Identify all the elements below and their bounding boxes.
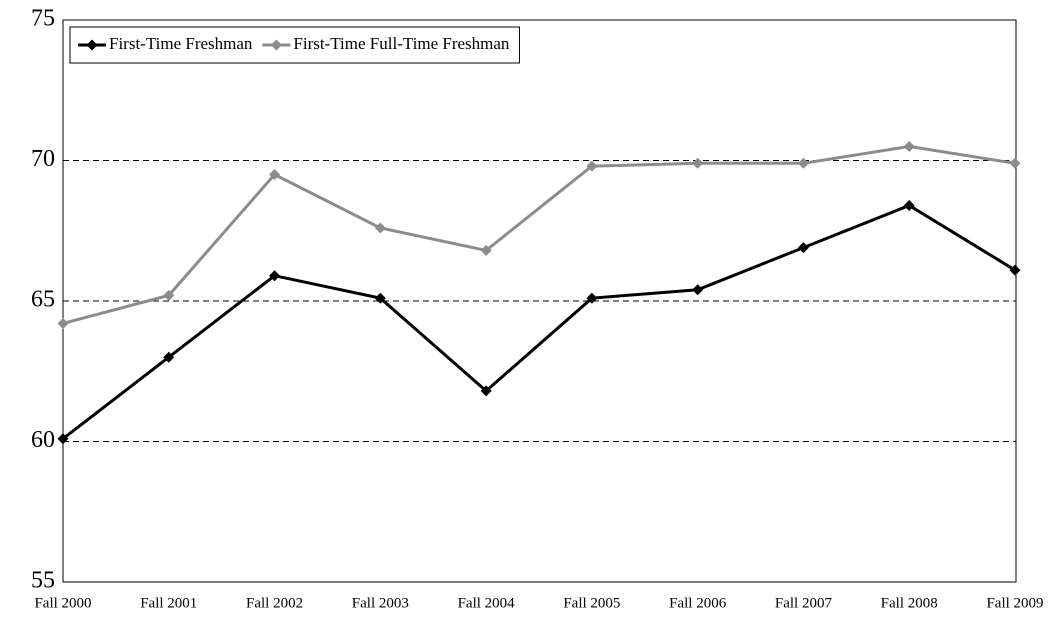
- x-tick-label: Fall 2006: [669, 595, 727, 611]
- marker: [269, 169, 281, 181]
- legend-marker: [270, 39, 282, 51]
- legend-marker: [86, 39, 98, 51]
- x-tick-label: Fall 2008: [881, 595, 938, 611]
- x-tick-label: Fall 2009: [986, 595, 1043, 611]
- x-tick-label: Fall 2005: [563, 595, 620, 611]
- marker: [692, 284, 704, 296]
- marker: [374, 292, 386, 304]
- marker: [1009, 157, 1021, 169]
- y-tick-label: 75: [31, 6, 55, 32]
- marker: [692, 157, 704, 169]
- legend-box: [69, 26, 520, 64]
- plot-frame: [62, 19, 1017, 583]
- legend: First-Time Freshman First-Time Full-Time …: [69, 26, 520, 64]
- x-tick-label: Fall 2004: [458, 595, 516, 611]
- marker: [797, 242, 809, 254]
- marker: [586, 292, 598, 304]
- x-tick-label: Fall 2001: [140, 595, 197, 611]
- legend-label: First-Time Freshman: [109, 34, 253, 53]
- x-tick-label: Fall 2007: [775, 595, 833, 611]
- marker: [163, 289, 175, 301]
- marker: [374, 222, 386, 234]
- legend-label: First-Time Full-Time Freshman: [293, 34, 510, 53]
- marker: [903, 140, 915, 152]
- x-tick-label: Fall 2002: [246, 595, 303, 611]
- marker: [57, 317, 69, 329]
- marker: [480, 244, 492, 256]
- series-line: [62, 144, 1016, 325]
- series-line: [62, 203, 1016, 440]
- marker: [586, 160, 598, 172]
- y-tick-label: 65: [31, 287, 55, 313]
- marker: [1009, 264, 1021, 276]
- y-tick-label: 60: [31, 427, 55, 453]
- marker: [903, 199, 915, 211]
- y-tick-label: 70: [31, 146, 55, 172]
- x-tick-label: Fall 2003: [352, 595, 409, 611]
- marker: [57, 433, 69, 445]
- marker: [480, 385, 492, 397]
- y-tick-label: 55: [31, 568, 55, 594]
- marker: [163, 351, 175, 363]
- x-tick-label: Fall 2000: [34, 595, 91, 611]
- marker: [797, 157, 809, 169]
- marker: [269, 270, 281, 282]
